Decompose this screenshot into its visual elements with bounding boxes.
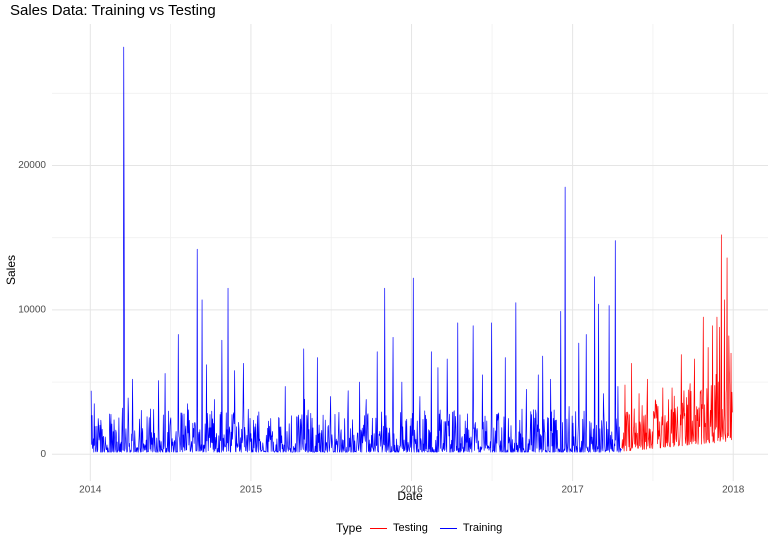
x-tick-label: 2014	[79, 484, 102, 495]
legend-item-testing: Testing	[370, 522, 428, 534]
y-tick-label: 0	[40, 449, 46, 460]
y-tick-label: 10000	[18, 305, 46, 316]
legend-title: Type	[336, 521, 363, 535]
series-line-training	[90, 46, 622, 453]
series-line-testing	[621, 234, 733, 452]
legend-item-training: Training	[439, 522, 503, 534]
y-tick-label: 20000	[18, 160, 46, 171]
x-tick-label: 2016	[400, 484, 423, 495]
legend: Type Testing Training	[336, 521, 514, 535]
legend-swatch-testing	[370, 527, 388, 529]
legend-label-training: Training	[462, 522, 503, 534]
grid-major	[52, 24, 768, 481]
chart-title: Sales Data: Training vs Testing	[10, 2, 216, 19]
series-layer	[90, 46, 733, 453]
x-axis-title: Date	[397, 489, 423, 503]
x-axis-ticks: 2014 2015 2016 2017 2018	[79, 484, 745, 495]
x-tick-label: 2018	[722, 484, 745, 495]
legend-label-testing: Testing	[393, 522, 428, 534]
legend-swatch-training	[439, 527, 457, 529]
grid-minor	[52, 24, 768, 481]
x-tick-label: 2017	[561, 484, 584, 495]
y-axis-title: Sales	[4, 255, 18, 285]
y-axis-ticks: 0 10000 20000	[18, 160, 46, 460]
x-tick-label: 2015	[240, 484, 263, 495]
